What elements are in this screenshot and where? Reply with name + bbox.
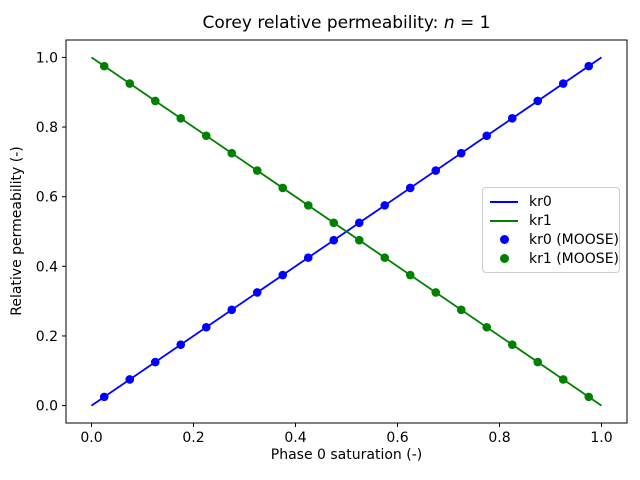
series-marker-kr0-moose- (380, 201, 390, 210)
series-marker-kr0-moose- (252, 288, 262, 297)
y-axis-label: Relative permeability (-) (9, 146, 25, 316)
series-marker-kr1-moose- (380, 253, 390, 262)
series-marker-kr1-moose- (278, 183, 288, 193)
x-tick-label: 0.4 (284, 430, 306, 446)
x-tick-label: 0.0 (80, 430, 102, 446)
series-marker-kr1-moose- (176, 114, 186, 123)
series-marker-kr0-moose- (150, 357, 160, 367)
series-marker-kr1-moose- (329, 218, 339, 228)
series-marker-kr0-moose- (354, 218, 364, 228)
series-marker-kr0-moose- (456, 148, 466, 158)
series-marker-kr1-moose- (431, 288, 441, 297)
legend-dot-sample (499, 235, 509, 244)
series-marker-kr1-moose- (303, 201, 313, 210)
legend-line-sample (490, 219, 518, 222)
series-marker-kr0-moose- (303, 253, 313, 262)
series-marker-kr0-moose- (482, 131, 492, 141)
y-tick-label: 0.8 (36, 120, 58, 136)
series-marker-kr0-moose- (584, 61, 594, 71)
legend-entry-kr1: kr1 (489, 211, 613, 230)
legend-label-kr1-moose: kr1 (MOOSE) (529, 250, 619, 267)
series-marker-kr0-moose- (278, 270, 288, 280)
legend: kr0 kr1 kr0 (MOOSE) kr1 (MOOSE) (482, 187, 620, 273)
series-marker-kr1-moose- (405, 270, 415, 280)
series-marker-kr0-moose- (99, 392, 109, 402)
legend-entry-kr0: kr0 (489, 192, 613, 211)
series-marker-kr1-moose- (354, 235, 364, 245)
series-marker-kr0-moose- (176, 340, 186, 349)
series-marker-kr0-moose- (201, 322, 211, 332)
series-marker-kr0-moose- (558, 79, 568, 88)
y-tick-label: 0.2 (36, 329, 58, 345)
series-marker-kr1-moose- (252, 166, 262, 175)
y-tick-label: 0.4 (36, 259, 58, 275)
legend-dot-swatch-kr1-moose (489, 252, 519, 266)
chart-title-variable: n (443, 13, 455, 33)
series-line-kr1 (90, 56, 603, 407)
series-marker-kr1-moose- (201, 131, 211, 141)
y-tick-label: 0.0 (36, 399, 58, 415)
chart-title-suffix: = 1 (454, 13, 491, 33)
x-tick-label: 0.6 (386, 430, 408, 446)
series-marker-kr0-moose- (329, 235, 339, 245)
series-marker-kr0-moose- (227, 305, 237, 315)
legend-line-swatch-kr1 (489, 214, 519, 228)
series-marker-kr1-moose- (456, 305, 466, 315)
series-marker-kr0-moose- (431, 166, 441, 175)
series-marker-kr1-moose- (507, 340, 517, 349)
legend-entry-kr1-moose: kr1 (MOOSE) (489, 249, 619, 268)
series-marker-kr0-moose- (125, 375, 135, 384)
series-marker-kr1-moose- (558, 375, 568, 384)
legend-line-swatch-kr0 (489, 195, 519, 209)
legend-entry-kr0-moose: kr0 (MOOSE) (489, 230, 619, 249)
x-axis-label: Phase 0 saturation (-) (270, 447, 423, 463)
x-tick-label: 0.2 (182, 430, 204, 446)
series-marker-kr1-moose- (125, 79, 135, 88)
series-marker-kr0-moose- (507, 114, 517, 123)
y-tick-label: 1.0 (36, 50, 58, 66)
series-marker-kr0-moose- (533, 96, 543, 106)
series-marker-kr1-moose- (227, 148, 237, 158)
series-marker-kr1-moose- (99, 61, 109, 71)
x-tick-label: 0.8 (488, 430, 510, 446)
series-marker-kr0-moose- (405, 183, 415, 193)
legend-dot-swatch-kr0-moose (489, 233, 519, 247)
chart-title: Corey relative permeability: n = 1 (66, 13, 627, 35)
series-marker-kr1-moose- (533, 357, 543, 367)
plot-border (65, 39, 628, 424)
x-tick-label: 1.0 (590, 430, 612, 446)
series-marker-kr1-moose- (150, 96, 160, 106)
legend-label-kr0-moose: kr0 (MOOSE) (529, 231, 619, 248)
legend-line-sample (490, 200, 518, 203)
chart-title-prefix: Corey relative permeability: (202, 13, 444, 33)
series-marker-kr1-moose- (482, 322, 492, 332)
legend-label-kr0: kr0 (529, 193, 552, 210)
legend-dot-sample (499, 254, 509, 263)
y-tick-label: 0.6 (36, 190, 58, 206)
series-marker-kr1-moose- (584, 392, 594, 402)
legend-label-kr1: kr1 (529, 212, 552, 229)
